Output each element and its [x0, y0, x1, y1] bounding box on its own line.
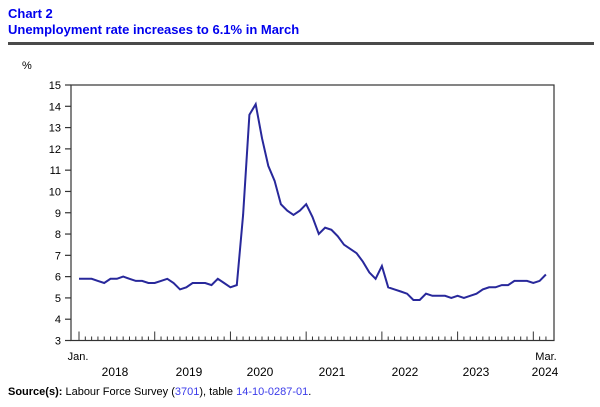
unemployment-rate-line [79, 101, 547, 301]
y-axis-unit-label: % [22, 60, 32, 72]
y-axis-tick-label: 15 [49, 80, 61, 92]
x-axis-end-month-label: Mar. [535, 351, 556, 363]
y-axis-tick-label: 8 [55, 229, 61, 241]
y-axis-tick-label: 4 [55, 314, 61, 326]
y-axis-tick-label: 3 [55, 336, 61, 348]
x-axis-year-label: 2018 [102, 365, 129, 379]
y-axis-tick-label: 13 [49, 123, 61, 135]
x-axis-year-label: 2019 [176, 365, 203, 379]
x-axis-start-month-label: Jan. [68, 351, 89, 363]
chart-number-label: Chart 2 [8, 6, 53, 21]
y-axis-tick-label: 5 [55, 293, 61, 305]
y-axis-tick-label: 12 [49, 144, 61, 156]
y-axis-tick-label: 7 [55, 250, 61, 262]
x-axis-year-label: 2023 [463, 365, 490, 379]
source-label: Source(s): [8, 386, 63, 398]
source-note: Source(s): Labour Force Survey (3701), t… [8, 386, 311, 398]
x-axis-year-label: 2020 [247, 365, 274, 379]
x-axis-year-label: 2024 [532, 365, 559, 379]
y-axis-tick-label: 14 [49, 101, 61, 113]
y-axis-tick-label: 11 [50, 165, 61, 177]
y-axis-tick-label: 10 [49, 186, 61, 198]
title-divider [8, 42, 594, 45]
chart-title: Unemployment rate increases to 6.1% in M… [8, 22, 300, 37]
source-text-end: . [308, 386, 312, 398]
y-axis-tick-label: 9 [55, 208, 61, 220]
x-axis-year-label: 2022 [392, 365, 419, 379]
x-axis-year-label: 2021 [319, 365, 346, 379]
plot-frame [70, 84, 555, 342]
y-axis-tick-label: 6 [55, 272, 61, 284]
source-text-mid: ), table [199, 386, 237, 398]
survey-number-link[interactable]: 3701 [174, 386, 200, 398]
source-text-pre: Labour Force Survey ( [62, 386, 175, 398]
chart-header: Chart 2 Unemployment rate increases to 6… [8, 6, 592, 38]
table-number-link[interactable]: 14-10-0287-01 [236, 386, 309, 398]
